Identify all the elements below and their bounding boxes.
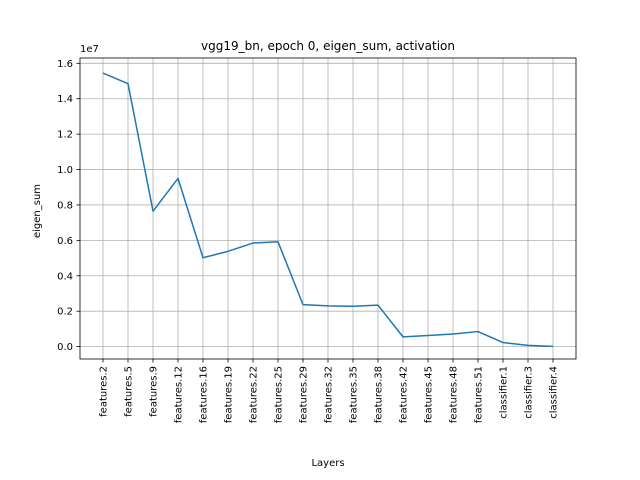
x-tick-label: features.38 (374, 366, 385, 423)
y-tick-label: 0.2 (57, 307, 73, 318)
x-tick-label: classifier.3 (524, 366, 535, 419)
y-tick-label: 1.2 (57, 130, 73, 141)
y-axis-label: eigen_sum (32, 184, 43, 238)
chart-title: vgg19_bn, epoch 0, eigen_sum, activation (201, 39, 455, 53)
grid (80, 58, 576, 359)
x-tick-label: features.29 (299, 366, 310, 423)
y-axis-offset-label: 1e7 (80, 44, 99, 55)
x-tick-label: features.5 (124, 366, 135, 417)
x-tick-label: features.22 (249, 366, 260, 423)
x-axis-label: Layers (311, 458, 344, 469)
x-tick-label: classifier.4 (549, 366, 560, 419)
y-tick-label: 0.0 (57, 342, 73, 353)
y-tick-label: 0.6 (57, 236, 73, 247)
y-axis: 0.0 0.2 0.4 0.6 0.8 1.0 1.2 1.4 1.6 (57, 59, 80, 353)
x-axis: features.2 features.5 features.9 features.1… (99, 359, 560, 423)
x-tick-label: features.32 (324, 366, 335, 423)
x-tick-label: features.45 (424, 366, 435, 423)
series-line (102, 72, 554, 348)
y-tick-label: 1.4 (57, 94, 73, 105)
x-tick-label: features.48 (449, 366, 460, 423)
x-tick-label: features.16 (199, 366, 210, 423)
y-tick-label: 1.0 (57, 165, 73, 176)
y-tick-label: 1.6 (57, 59, 73, 70)
x-tick-label: features.42 (399, 366, 410, 423)
plot-area (102, 72, 554, 348)
x-tick-label: features.19 (224, 366, 235, 423)
y-tick-label: 0.4 (57, 271, 73, 282)
x-tick-label: classifier.1 (499, 366, 510, 419)
x-tick-label: features.12 (174, 366, 185, 423)
x-tick-label: features.35 (349, 366, 360, 423)
x-tick-label: features.2 (99, 366, 110, 417)
x-tick-label: features.9 (149, 366, 160, 417)
y-tick-label: 0.8 (57, 200, 73, 211)
x-tick-label: features.51 (474, 366, 485, 423)
x-tick-label: features.25 (274, 366, 285, 423)
